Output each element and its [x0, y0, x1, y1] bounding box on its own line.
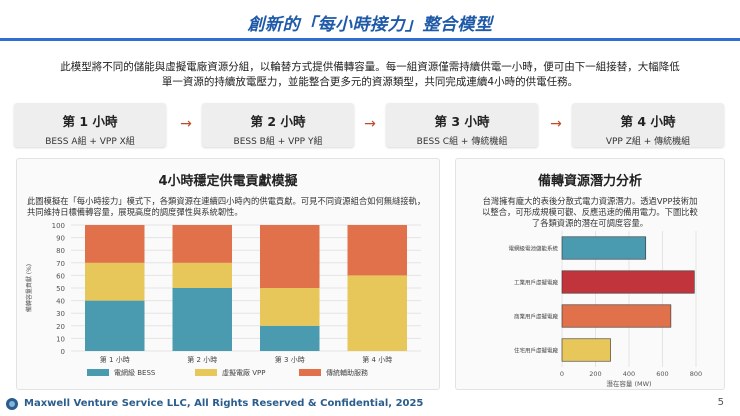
stacked-bar-segment: [260, 325, 320, 351]
contribution-panel-description: 此圖模擬在「每小時接力」模式下，各類資源在連續四小時內的供電貢獻。可見不同資源組…: [27, 196, 426, 217]
legend-label: 電網級 BESS: [114, 368, 156, 377]
legend-swatch: [299, 369, 321, 376]
company-logo-icon: [6, 398, 18, 410]
horizontal-bar: [561, 236, 647, 260]
hour-steps: 第 1 小時 BESS A組 + VPP X組 → 第 2 小時 BESS B組…: [14, 103, 726, 147]
horizontal-bar: [561, 338, 611, 362]
x-axis-label: 潛在容量 (MW): [606, 379, 651, 388]
y-tick-label: 40: [56, 298, 65, 306]
intro-paragraph: 此模型將不同的儲能與虛擬電廠資源分組，以輪替方式提供備轉容量。每一組資源僅需持續…: [60, 61, 680, 88]
y-tick-label: 電網級電池儲能系統: [508, 245, 558, 253]
legend-label: 傳統輔助服務: [326, 368, 368, 377]
arrow-right-icon: →: [550, 116, 562, 132]
y-tick-label: 90: [56, 235, 65, 243]
y-tick-label: 70: [56, 260, 65, 268]
footer-copyright: Maxwell Venture Service LLC, All Rights …: [24, 398, 424, 409]
contribution-panel: 4小時穩定供電貢獻模擬 此圖模擬在「每小時接力」模式下，各類資源在連續四小時內的…: [16, 158, 440, 390]
step-hour-1: 第 1 小時 BESS A組 + VPP X組: [14, 103, 166, 147]
y-tick-label: 30: [56, 310, 65, 318]
x-tick-label: 第 4 小時: [362, 355, 392, 364]
y-tick-label: 80: [56, 247, 65, 255]
arrow-right-icon: →: [180, 116, 192, 132]
potential-panel: 備轉資源潛力分析 台灣擁有龐大的表後分散式電力資源潛力。透過VPP技術加以整合，…: [455, 158, 725, 390]
y-axis-label: 備轉容量貢獻 (%): [25, 264, 33, 312]
x-tick-label: 800: [690, 370, 702, 378]
potential-panel-title: 備轉資源潛力分析: [537, 174, 642, 189]
y-tick-label: 50: [56, 285, 65, 293]
stacked-bar-segment: [85, 262, 145, 301]
stacked-bar-segment: [85, 300, 145, 351]
x-tick-label: 0: [560, 370, 564, 378]
stacked-bar-segment: [347, 225, 407, 276]
step-hour-4: 第 4 小時 VPP Z組 + 傳統機組: [572, 103, 724, 147]
x-tick-label: 第 1 小時: [100, 355, 130, 364]
step-subtitle: BESS A組 + VPP X組: [45, 137, 135, 147]
title-divider: [0, 38, 740, 41]
horizontal-bar-chart: 0 200 400 600 800 潛在容量 (MW) 電網級電池儲能系統工業用戶虛擬電廠商…: [508, 231, 702, 388]
potential-panel-description: 台灣擁有龐大的表後分散式電力資源潛力。透過VPP技術加以整合，可形成規模可觀、反…: [482, 196, 698, 228]
stacked-bar-segment: [172, 288, 232, 351]
x-tick-label: 200: [589, 370, 601, 378]
stacked-bar-segment: [172, 262, 232, 288]
stacked-bar-segment: [172, 225, 232, 263]
legend-label: 虛擬電廠 VPP: [222, 368, 265, 377]
legend-swatch: [195, 369, 217, 376]
legend-swatch: [87, 369, 109, 376]
y-tick-label: 商業用戶虛擬電廠: [514, 313, 559, 321]
step-title: 第 4 小時: [620, 114, 676, 129]
horizontal-bar: [561, 270, 695, 294]
step-hour-2: 第 2 小時 BESS B組 + VPP Y組: [202, 103, 354, 147]
stacked-bar-segment: [260, 288, 320, 326]
horizontal-bar: [561, 304, 672, 328]
footer: Maxwell Venture Service LLC, All Rights …: [0, 393, 740, 416]
y-tick-label: 20: [56, 323, 65, 331]
x-tick-label: 400: [623, 370, 635, 378]
stacked-bar-segment: [347, 275, 407, 351]
stacked-bar-segment: [85, 225, 145, 263]
x-tick-label: 第 2 小時: [187, 355, 217, 364]
x-tick-label: 600: [656, 370, 668, 378]
step-subtitle: BESS B組 + VPP Y組: [233, 137, 323, 147]
step-title: 第 2 小時: [250, 114, 306, 129]
stacked-bar-segment: [260, 225, 320, 288]
y-tick-label: 100: [52, 222, 65, 230]
x-tick-label: 第 3 小時: [275, 355, 305, 364]
y-tick-label: 住宅用戶虛擬電廠: [514, 347, 559, 355]
stacked-bar-chart: 0 10 20 30 40 50 60 70 80 90 100 備轉容量貢獻 (%) 第 1 小時 第 …: [25, 222, 421, 377]
y-tick-label: 10: [56, 335, 65, 343]
y-tick-label: 60: [56, 272, 65, 280]
contribution-panel-title: 4小時穩定供電貢獻模擬: [158, 174, 298, 189]
page-title: 創新的「每小時接力」整合模型: [247, 15, 493, 35]
step-title: 第 1 小時: [62, 114, 118, 129]
step-subtitle: BESS C組 + 傳統機組: [416, 137, 508, 147]
y-tick-label: 工業用戶虛擬電廠: [514, 279, 559, 287]
y-tick-label: 0: [61, 348, 65, 356]
step-subtitle: VPP Z組 + 傳統機組: [605, 137, 691, 147]
page-number: 5: [717, 397, 724, 408]
step-title: 第 3 小時: [434, 114, 490, 129]
arrow-right-icon: →: [364, 116, 376, 132]
step-hour-3: 第 3 小時 BESS C組 + 傳統機組: [386, 103, 538, 147]
